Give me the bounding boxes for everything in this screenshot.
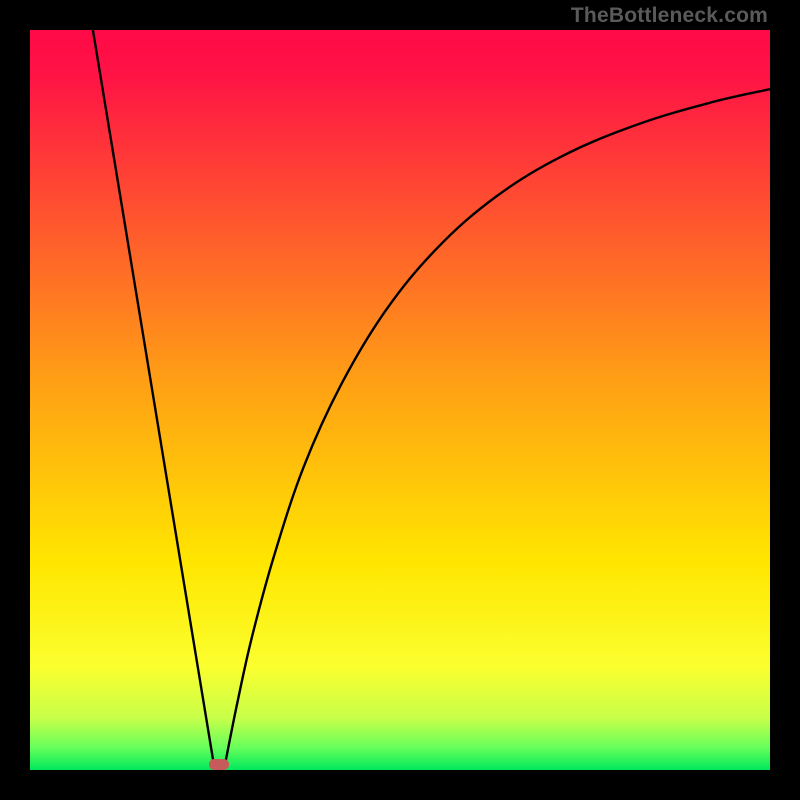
curve-left-segment (93, 30, 214, 763)
watermark-text: TheBottleneck.com (571, 4, 768, 28)
plot-area (30, 30, 770, 770)
chart-frame: TheBottleneck.com (0, 0, 800, 800)
optimum-marker (209, 759, 229, 770)
curve-right-segment (225, 89, 770, 762)
bottleneck-curve (30, 30, 770, 770)
